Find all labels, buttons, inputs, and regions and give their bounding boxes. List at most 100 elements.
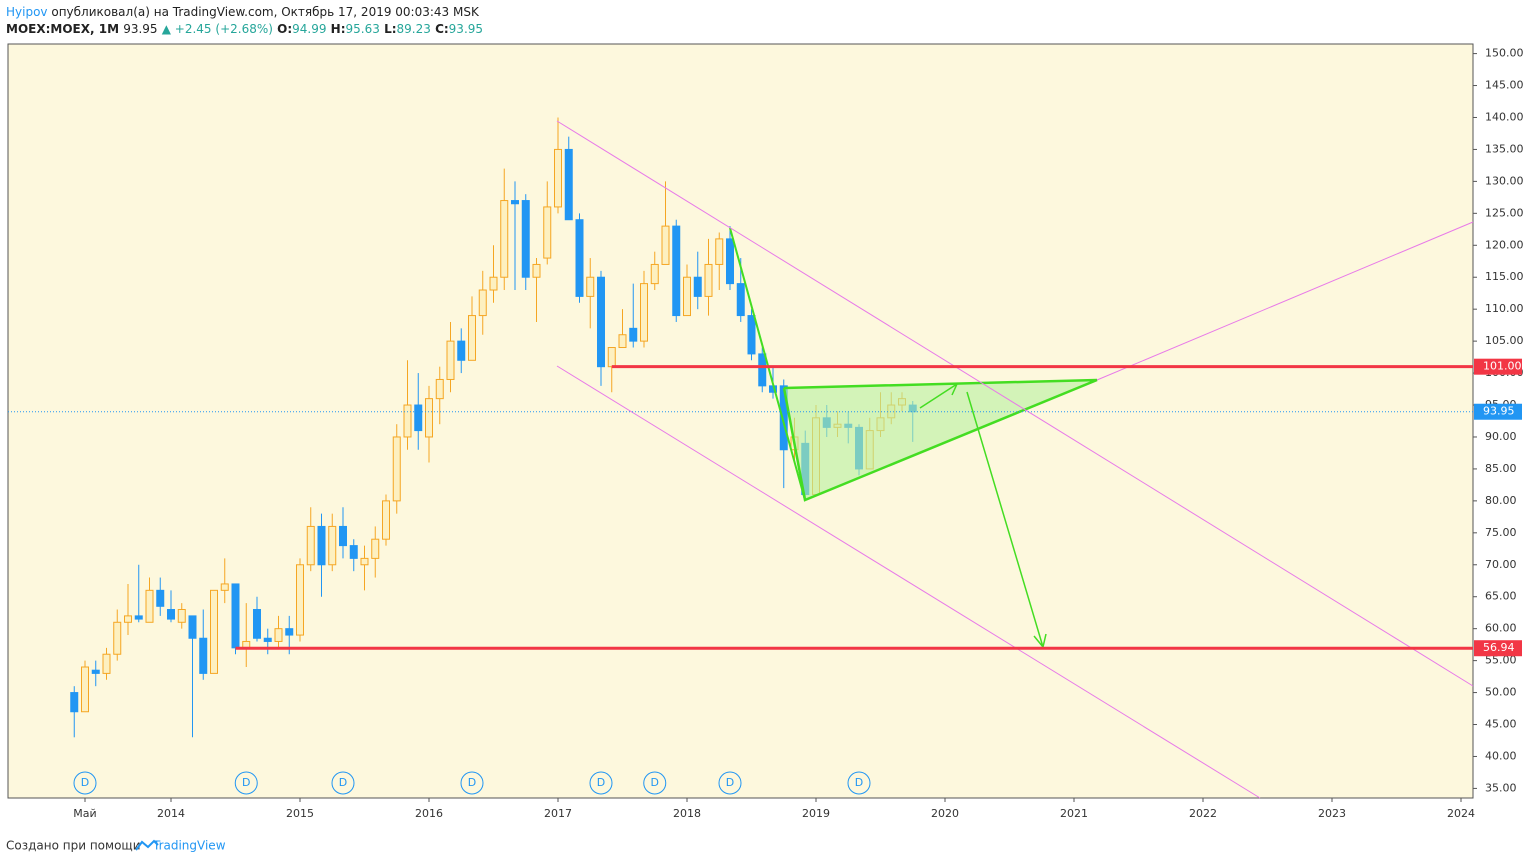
dividend-marker (331, 771, 355, 795)
y-tick-label: 130.00 (1485, 174, 1524, 187)
channel-line (1096, 221, 1474, 381)
candle-body (317, 525, 326, 566)
x-tick-label: 2016 (415, 807, 443, 820)
candle-body (629, 327, 638, 342)
last: 93.95 (123, 22, 158, 36)
candle-body (403, 404, 412, 438)
author[interactable]: Hyipov (6, 5, 48, 19)
candle-body (597, 276, 605, 368)
triangle-fill (784, 380, 1097, 500)
y-tick-label: 65.00 (1485, 590, 1517, 603)
candle-body (543, 206, 552, 259)
y-tick-label: 40.00 (1485, 749, 1517, 762)
candle-body (672, 225, 681, 317)
candle-body (468, 315, 476, 361)
candle-body (532, 263, 541, 278)
h-val: 95.63 (345, 22, 380, 36)
o-val: 94.99 (292, 22, 327, 36)
o: O: (277, 22, 293, 36)
y-tick-label: 115.00 (1485, 270, 1524, 283)
channel-top (556, 120, 1474, 687)
candle-body (425, 398, 433, 438)
dividend-label: D (468, 776, 476, 789)
candle-body (349, 545, 358, 559)
y-tick-label: 80.00 (1485, 494, 1517, 507)
last-price-label: 93.95 (1483, 405, 1515, 418)
symbol: MOEX:MOEX, 1M (6, 22, 120, 36)
candle-body (521, 200, 530, 278)
candle-body (124, 615, 132, 623)
y-tick-label: 55.00 (1485, 654, 1517, 667)
l: L: (384, 22, 397, 36)
candle-body (683, 276, 691, 317)
candle-body (457, 340, 466, 361)
dividend-marker (73, 771, 97, 795)
level-box (1474, 640, 1522, 657)
logo (135, 839, 159, 851)
dividend-marker (460, 771, 484, 795)
y-tick-label: 90.00 (1485, 430, 1517, 443)
x-tick-label: 2020 (931, 807, 959, 820)
candle-body (328, 525, 337, 566)
candle-body (478, 289, 487, 317)
dividend-label: D (81, 776, 89, 789)
y-tick-label: 135.00 (1485, 142, 1524, 155)
dividend-label: D (855, 776, 863, 789)
arrow (919, 383, 960, 409)
x-tick-label: 2014 (157, 807, 185, 820)
trend (729, 227, 806, 501)
candle-body (199, 637, 208, 674)
dividend-label: D (726, 776, 734, 789)
candle-body (102, 653, 111, 674)
candle-body (511, 200, 519, 205)
candle-body (779, 385, 788, 451)
candle-body (220, 583, 229, 591)
candle-body (704, 263, 713, 297)
candle-body (575, 219, 584, 297)
candle-body (736, 283, 745, 317)
y-tick-label: 105.00 (1485, 334, 1524, 347)
x-tick-label: 2019 (802, 807, 830, 820)
candle-body (435, 378, 444, 400)
candle-body (145, 589, 154, 623)
candle-body (392, 436, 401, 502)
plot-area (7, 43, 1474, 799)
c: C: (435, 22, 449, 36)
x-tick-label: 2023 (1318, 807, 1346, 820)
level-box (1474, 358, 1522, 375)
dividend-label: D (339, 776, 347, 789)
candle-body (726, 238, 734, 285)
candle-body (263, 637, 272, 642)
dividend-marker (589, 771, 613, 795)
dividend-label: D (242, 776, 250, 789)
dividend-marker (234, 771, 258, 795)
candle-body (586, 276, 595, 297)
dividend-label: D (651, 776, 659, 789)
candle-body (134, 615, 143, 620)
candle-body (661, 225, 670, 265)
header-line-2: MOEX:MOEX, 1M 93.95 ▲ +2.45 (+2.68%) O:9… (6, 22, 483, 36)
arrow (966, 391, 1047, 649)
level-label: 56.94 (1483, 641, 1515, 654)
header-line-1: Hyipov опубликовал(а) на TradingView.com… (6, 5, 479, 19)
x-tick-label: Май (73, 807, 96, 820)
candle-body (564, 148, 573, 221)
candle-body (607, 347, 616, 368)
candle-body (339, 525, 347, 547)
y-tick-label: 75.00 (1485, 526, 1517, 539)
l-val: 89.23 (396, 22, 431, 36)
change: ▲ +2.45 (+2.68%) (161, 22, 273, 36)
dividend-marker (847, 771, 871, 795)
y-tick-label: 140.00 (1485, 110, 1524, 123)
footer: Создано при помощи (6, 839, 141, 853)
drawings (556, 120, 1474, 799)
candle-body (113, 621, 122, 655)
candle-body (296, 564, 304, 636)
candle-body (758, 353, 767, 387)
y-tick-label: 150.00 (1485, 47, 1524, 60)
candle-body (446, 340, 455, 380)
candle-body (167, 609, 175, 620)
footer-brand[interactable]: TradingView (152, 839, 226, 853)
candle-body (382, 500, 390, 540)
x-tick-label: 2018 (673, 807, 701, 820)
